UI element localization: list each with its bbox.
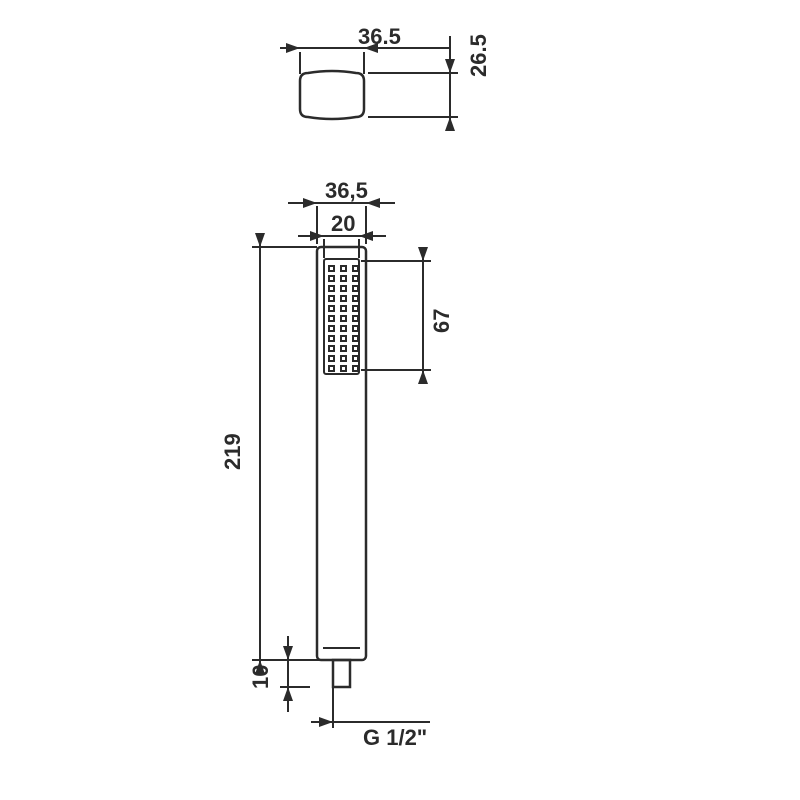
svg-text:26.5: 26.5 <box>466 34 491 77</box>
svg-text:67: 67 <box>429 309 454 333</box>
technical-drawing: 36.5 26.5 36,5 20 67 219 10 G 1/2" <box>0 0 800 800</box>
svg-text:10: 10 <box>248 665 273 689</box>
svg-text:G 1/2": G 1/2" <box>363 725 427 750</box>
svg-text:219: 219 <box>220 433 245 470</box>
svg-text:36.5: 36.5 <box>358 24 401 49</box>
svg-text:20: 20 <box>331 211 355 236</box>
svg-text:36,5: 36,5 <box>325 178 368 203</box>
